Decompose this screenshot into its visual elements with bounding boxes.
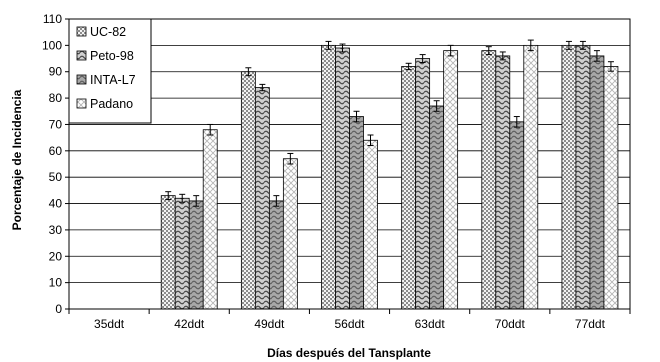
x-tick-label: 56ddt bbox=[334, 317, 365, 331]
bar bbox=[603, 66, 619, 310]
bar bbox=[443, 50, 459, 310]
y-tick-label: 50 bbox=[49, 170, 63, 184]
x-tick-label: 70ddt bbox=[495, 317, 526, 331]
bar bbox=[401, 66, 417, 310]
y-tick-label: 100 bbox=[42, 38, 62, 52]
bar bbox=[349, 116, 364, 310]
bar bbox=[335, 47, 350, 310]
legend-swatch bbox=[76, 26, 87, 37]
bar bbox=[202, 129, 218, 310]
x-tick-label: 35ddt bbox=[94, 317, 125, 331]
legend-swatch bbox=[76, 98, 87, 109]
x-tick-label: 42ddt bbox=[174, 317, 205, 331]
legend-label: UC-82 bbox=[90, 25, 126, 39]
y-axis-title: Porcentaje de Incidencia bbox=[10, 89, 24, 230]
y-tick-label: 30 bbox=[49, 223, 63, 237]
y-tick-label: 10 bbox=[49, 276, 63, 290]
y-tick-label: 20 bbox=[49, 249, 63, 263]
legend-swatch bbox=[76, 74, 87, 85]
bar bbox=[509, 121, 525, 310]
x-tick-label: 63ddt bbox=[415, 317, 446, 331]
y-tick-label: 80 bbox=[49, 91, 63, 105]
legend-label: Peto-98 bbox=[90, 49, 134, 63]
legend-label: INTA-L7 bbox=[90, 73, 136, 87]
bar bbox=[268, 200, 284, 310]
y-tick-label: 60 bbox=[49, 144, 63, 158]
y-tick-label: 90 bbox=[49, 65, 63, 79]
bar bbox=[254, 87, 270, 310]
bar bbox=[523, 44, 539, 310]
bar bbox=[481, 50, 497, 310]
y-tick-label: 0 bbox=[55, 302, 62, 316]
legend-swatch bbox=[76, 50, 87, 61]
x-tick-label: 77ddt bbox=[575, 317, 606, 331]
y-tick-label: 70 bbox=[49, 117, 63, 131]
bar bbox=[561, 44, 577, 310]
y-tick-label: 40 bbox=[49, 197, 63, 211]
bar bbox=[160, 195, 176, 310]
bar bbox=[495, 55, 511, 310]
bar bbox=[174, 197, 190, 310]
legend-label: Padano bbox=[90, 97, 133, 111]
bar bbox=[188, 200, 204, 310]
bar bbox=[589, 55, 605, 310]
bar bbox=[282, 158, 298, 310]
bar bbox=[321, 44, 336, 310]
bar bbox=[415, 58, 431, 310]
x-axis-title: Días después del Tansplante bbox=[267, 346, 431, 360]
bar bbox=[575, 44, 591, 310]
plot-frame bbox=[68, 18, 631, 310]
y-tick-label: 110 bbox=[43, 12, 62, 26]
bar bbox=[429, 105, 445, 310]
legend: UC-82 Peto-98 INTA-L7 Padano bbox=[68, 18, 152, 124]
bar bbox=[240, 71, 256, 310]
x-tick-label: 49ddt bbox=[254, 317, 285, 331]
bar bbox=[363, 139, 378, 310]
